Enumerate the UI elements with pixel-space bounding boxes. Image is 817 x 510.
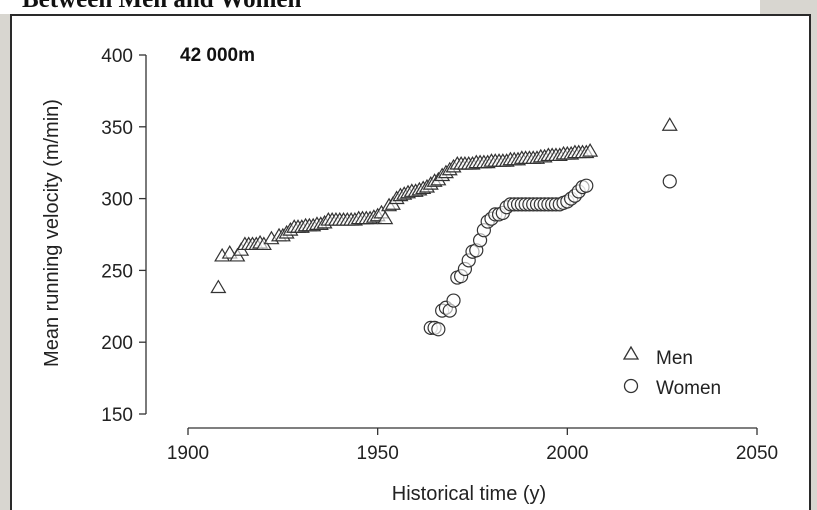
- x-tick-label: 2050: [736, 443, 778, 464]
- x-tick-label: 2000: [546, 443, 588, 464]
- legend-item-women: Women: [623, 378, 721, 399]
- legend-item-men: Men: [622, 345, 693, 369]
- legend-label-men: Men: [656, 348, 693, 369]
- header-right-panel: [760, 0, 817, 14]
- header-title: Between Men and Women: [22, 0, 301, 14]
- chart-frame: [10, 14, 811, 510]
- chart-title: 42 000m: [180, 45, 255, 66]
- y-tick-label: 250: [101, 261, 133, 282]
- data-point-triangle: [377, 210, 394, 225]
- series-women: [423, 174, 677, 337]
- data-point-circle: [662, 174, 677, 189]
- data-point-triangle: [210, 279, 227, 294]
- header-strip: Between Men and Women: [0, 0, 817, 14]
- legend-label-women: Women: [656, 378, 721, 399]
- legend: Men Women: [622, 345, 721, 399]
- data-point-circle: [446, 293, 461, 308]
- chart-marks: [210, 117, 678, 337]
- legend-circle-marker: [623, 378, 639, 394]
- y-axis-label: Mean running velocity (m/min): [41, 99, 63, 367]
- x-tick-label: 1950: [357, 443, 399, 464]
- data-point-triangle: [582, 143, 599, 157]
- data-point-circle: [579, 178, 594, 193]
- y-tick-label: 200: [101, 333, 133, 354]
- y-tick-label: 400: [101, 46, 133, 67]
- y-tick-label: 350: [101, 118, 133, 139]
- data-point-circle: [431, 322, 446, 337]
- x-tick-label: 1900: [167, 443, 209, 464]
- y-tick-label: 150: [101, 405, 133, 426]
- data-point-triangle: [661, 117, 678, 131]
- y-tick-label: 300: [101, 190, 133, 211]
- axes: 150 200 250 300 350 400 1900 1950 2000 2050: [101, 46, 778, 464]
- x-axis-label: Historical time (y): [392, 483, 546, 505]
- legend-triangle-marker: [622, 345, 640, 360]
- series-men: [210, 117, 678, 294]
